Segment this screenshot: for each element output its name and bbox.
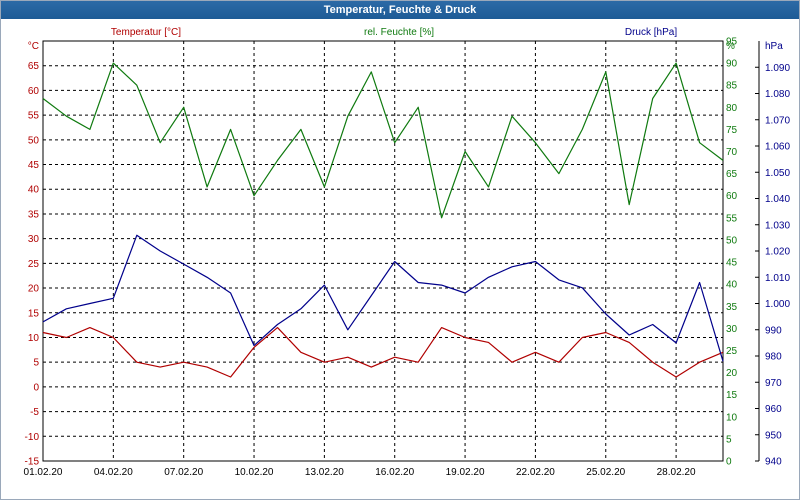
humidity-tick-label: 80 [726, 103, 738, 114]
pressure-series-label: Druck [hPa] [625, 27, 677, 38]
pressure-tick-label: 1.060 [765, 142, 790, 153]
humidity-tick-label: 50 [726, 235, 738, 246]
window-title: Temperatur, Feuchte & Druck [1, 1, 799, 19]
temperature-tick-label: -10 [25, 432, 40, 443]
temperature-tick-label: -15 [25, 457, 40, 468]
humidity-series-line [42, 62, 724, 219]
temperature-tick-label: -5 [30, 407, 39, 418]
humidity-tick-label: 35 [726, 302, 738, 313]
humidity-tick-label: 45 [726, 258, 738, 269]
temperature-tick-label: 55 [28, 111, 40, 122]
temperature-tick-label: 50 [28, 135, 40, 146]
temperature-tick-label: 60 [28, 86, 40, 97]
temperature-tick-label: 35 [28, 209, 40, 220]
pressure-tick-label: 950 [765, 430, 782, 441]
pressure-tick-label: 1.090 [765, 63, 790, 74]
pressure-tick-label: 1.080 [765, 89, 790, 100]
humidity-tick-label: 40 [726, 280, 738, 291]
x-tick-label: 07.02.20 [164, 467, 203, 478]
humidity-tick-label: 20 [726, 368, 738, 379]
humidity-tick-label: 30 [726, 324, 738, 335]
pressure-series-line [42, 234, 724, 362]
humidity-tick-label: 65 [726, 169, 738, 180]
temperature-series-label: Temperatur [°C] [111, 27, 181, 38]
humidity-series-label: rel. Feuchte [%] [364, 27, 434, 38]
pressure-tick-label: 940 [765, 457, 782, 468]
humidity-axis-unit: % [726, 41, 735, 52]
x-tick-label: 01.02.20 [24, 467, 63, 478]
humidity-tick-label: 25 [726, 346, 738, 357]
temperature-axis-unit: °C [28, 41, 39, 52]
pressure-tick-label: 1.020 [765, 247, 790, 258]
temperature-tick-label: 0 [33, 382, 39, 393]
temperature-tick-label: 20 [28, 284, 40, 295]
x-tick-label: 28.02.20 [657, 467, 696, 478]
humidity-tick-label: 5 [726, 434, 732, 445]
pressure-tick-label: 1.010 [765, 273, 790, 284]
x-tick-label: 19.02.20 [446, 467, 485, 478]
pressure-tick-label: 1.030 [765, 220, 790, 231]
x-tick-label: 25.02.20 [586, 467, 625, 478]
temperature-tick-label: 10 [28, 333, 40, 344]
humidity-tick-label: 85 [726, 81, 738, 92]
humidity-tick-label: 70 [726, 147, 738, 158]
temperature-tick-label: 30 [28, 234, 40, 245]
plot-area [42, 40, 724, 462]
pressure-axis-unit: hPa [765, 41, 783, 52]
pressure-tick-label: 970 [765, 378, 782, 389]
temperature-tick-label: 65 [28, 61, 40, 72]
x-tick-label: 22.02.20 [516, 467, 555, 478]
temperature-tick-label: 45 [28, 160, 40, 171]
temperature-series-line [42, 327, 724, 378]
temperature-tick-label: 5 [33, 358, 39, 369]
humidity-tick-label: 55 [726, 213, 738, 224]
humidity-tick-label: 15 [726, 390, 738, 401]
temperature-tick-label: 40 [28, 185, 40, 196]
temperature-tick-label: 15 [28, 308, 40, 319]
x-tick-label: 10.02.20 [235, 467, 274, 478]
x-tick-label: 16.02.20 [375, 467, 414, 478]
pressure-tick-label: 990 [765, 325, 782, 336]
pressure-tick-label: 960 [765, 404, 782, 415]
humidity-tick-label: 0 [726, 457, 732, 468]
humidity-tick-label: 10 [726, 412, 738, 423]
pressure-tick-label: 1.000 [765, 299, 790, 310]
pressure-tick-label: 1.040 [765, 194, 790, 205]
x-tick-label: 04.02.20 [94, 467, 133, 478]
humidity-tick-label: 90 [726, 59, 738, 70]
pressure-tick-label: 1.070 [765, 115, 790, 126]
temperature-tick-label: 25 [28, 259, 40, 270]
pressure-tick-label: 1.050 [765, 168, 790, 179]
x-tick-label: 13.02.20 [305, 467, 344, 478]
humidity-tick-label: 60 [726, 191, 738, 202]
pressure-tick-label: 980 [765, 352, 782, 363]
humidity-tick-label: 95 [726, 37, 738, 48]
humidity-tick-label: 75 [726, 125, 738, 136]
